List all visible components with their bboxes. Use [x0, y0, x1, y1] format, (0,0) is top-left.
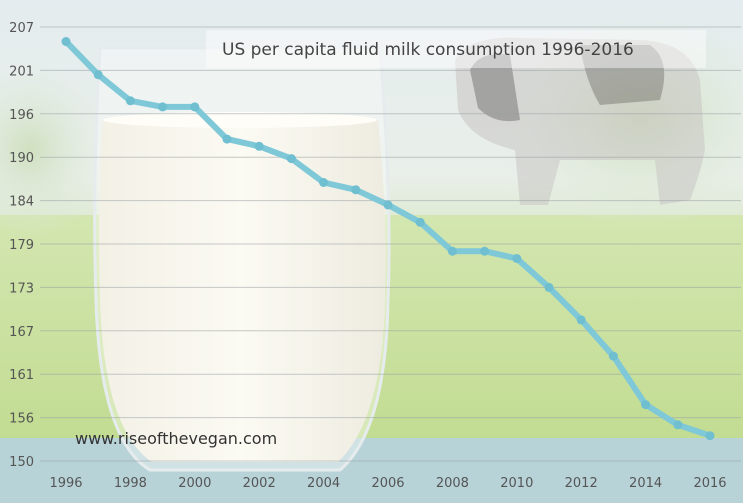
data-point — [190, 102, 200, 112]
y-tick-label: 184 — [9, 195, 34, 210]
y-tick-label: 173 — [9, 281, 34, 296]
data-point — [125, 96, 135, 106]
trees-blur-left — [0, 60, 110, 240]
title-box — [206, 30, 706, 68]
data-point — [608, 351, 618, 361]
y-tick-label: 167 — [9, 325, 34, 340]
data-point — [61, 37, 71, 46]
x-tick-label: 2012 — [565, 476, 598, 491]
chart-title: US per capita fluid milk consumption 199… — [222, 40, 634, 60]
y-tick-label: 179 — [9, 238, 34, 253]
floor-band — [0, 438, 743, 503]
data-point — [254, 141, 264, 151]
y-tick-label: 207 — [9, 21, 34, 36]
data-point — [383, 200, 393, 210]
y-tick-label: 196 — [9, 108, 34, 123]
y-tick-label: 190 — [9, 151, 34, 166]
y-axis-labels: 207 201 196 190 184 179 173 167 161 156 150 — [9, 21, 34, 470]
data-point — [319, 178, 329, 187]
x-tick-label: 2016 — [693, 476, 726, 491]
data-point — [158, 102, 168, 112]
data-point — [222, 134, 232, 144]
data-point — [480, 246, 490, 256]
data-point — [447, 246, 457, 256]
data-point — [351, 185, 361, 195]
data-point — [415, 217, 425, 227]
milk-glass-illustration — [93, 46, 391, 472]
y-tick-label: 156 — [9, 412, 34, 427]
y-tick-label: 161 — [9, 368, 34, 383]
x-tick-label: 2006 — [371, 476, 404, 491]
data-point — [512, 254, 522, 263]
x-tick-label: 2008 — [436, 476, 469, 491]
x-tick-label: 2014 — [629, 476, 662, 491]
x-tick-label: 2004 — [307, 476, 340, 491]
x-tick-label: 1998 — [114, 476, 147, 491]
x-tick-label: 2010 — [500, 476, 533, 491]
x-tick-label: 1996 — [49, 476, 82, 491]
data-point — [544, 282, 554, 292]
watermark-text: www.riseofthevegan.com — [75, 429, 277, 448]
data-point — [93, 70, 103, 80]
y-tick-label: 201 — [9, 64, 34, 79]
x-axis-labels: 1996 1998 2000 2002 2004 2006 2008 2010 2012 2014… — [49, 476, 726, 491]
data-point — [705, 431, 715, 441]
data-point — [641, 400, 651, 410]
data-series — [61, 37, 715, 441]
data-point — [576, 315, 586, 325]
x-tick-label: 2002 — [243, 476, 276, 491]
x-tick-label: 2000 — [178, 476, 211, 491]
y-tick-label: 150 — [9, 455, 34, 470]
data-point — [673, 420, 683, 430]
data-point — [286, 154, 296, 164]
